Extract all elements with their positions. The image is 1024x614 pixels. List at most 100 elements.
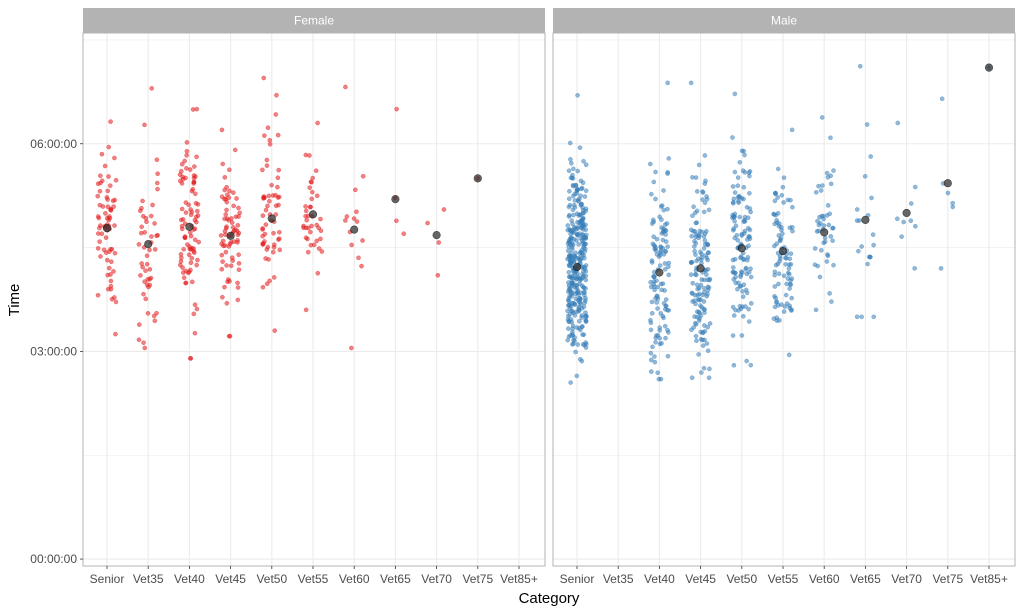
data-point [747,169,753,174]
data-point [689,233,694,239]
data-point [236,252,241,257]
data-point [572,335,577,340]
data-point [568,242,573,248]
data-point [730,304,736,310]
data-point [101,247,107,253]
data-point [705,250,711,255]
data-point [705,348,711,354]
data-point [102,163,108,169]
data-point [277,229,282,235]
data-point [272,328,278,333]
data-point [700,343,706,348]
data-point [694,338,699,344]
data-point [148,213,154,219]
data-point [828,181,834,187]
data-point [582,300,588,306]
data-point [652,359,658,365]
data-point [703,253,708,258]
data-point [219,127,225,133]
data-point [149,234,154,239]
data-point [344,214,350,219]
panel-border-male [552,32,1016,567]
data-point [313,168,319,174]
facet-label-male: Male [771,14,797,28]
data-point [193,214,199,220]
data-point [776,281,781,287]
data-point [236,261,242,266]
data-point [649,310,655,316]
data-point [569,160,574,166]
data-point [574,231,580,237]
data-point [141,291,146,297]
data-point [666,308,672,313]
data-point [694,208,700,214]
data-point [152,221,157,226]
data-point [276,167,281,173]
data-point [566,214,572,219]
data-point [696,352,701,357]
data-point [568,380,573,385]
data-point [830,238,835,243]
data-point [774,217,779,223]
data-point [186,202,191,208]
data-point [224,224,229,230]
data-point [774,318,780,323]
data-point [658,244,663,250]
data-point [192,164,197,169]
data-point [781,200,786,205]
data-point [737,214,743,220]
data-point [180,265,185,270]
data-point [742,217,747,223]
x-tick-label: Senior [90,572,125,586]
data-point [111,269,116,274]
data-point [271,275,277,280]
data-point [648,357,654,363]
data-point [227,167,232,173]
data-point [140,213,146,219]
data-point [894,216,900,222]
x-tick-label: Vet85+ [970,572,1008,586]
data-point [576,307,582,313]
data-point [260,167,265,173]
data-point [154,233,159,239]
data-point [566,196,572,202]
data-point [732,270,738,276]
data-point [227,241,233,247]
data-point [578,235,583,241]
x-tick-label: Vet55 [298,572,329,586]
data-point [273,203,279,209]
data-point [236,267,242,273]
data-point [654,278,659,284]
data-point [394,218,399,224]
data-point [261,195,266,200]
data-point [771,211,776,217]
data-point [704,228,709,234]
data-point [731,313,737,318]
mean-point [308,210,318,219]
data-point [785,270,791,276]
data-point [821,223,827,228]
data-point [748,301,754,306]
data-point [689,375,695,381]
data-point [303,235,309,241]
data-point [98,180,103,186]
data-point [818,221,823,226]
data-point [308,229,313,235]
data-point [581,304,587,309]
data-point [913,223,918,229]
data-point [732,169,738,175]
x-tick-label: Vet35 [133,572,164,586]
data-point [783,255,788,261]
data-point [895,120,901,126]
data-point [221,243,226,249]
x-tick-label: Vet45 [685,572,716,586]
data-point [774,241,779,247]
data-point [185,242,190,247]
data-point [652,284,657,289]
data-point [579,315,584,320]
panel-background-female [83,33,545,566]
data-point [652,354,657,359]
data-point [701,209,707,215]
data-point [862,174,868,179]
data-point [939,96,945,102]
